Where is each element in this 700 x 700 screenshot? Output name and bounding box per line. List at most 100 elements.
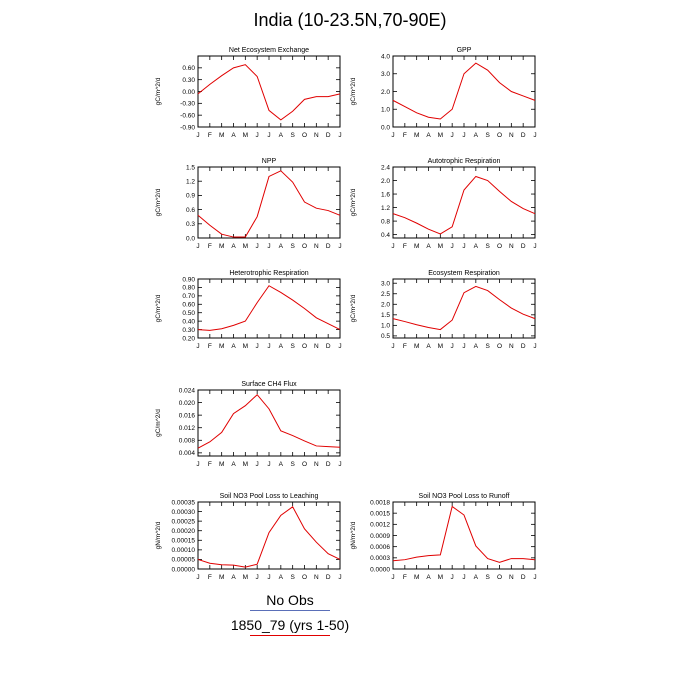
chart-title: NPP xyxy=(262,158,277,165)
y-tick-label: 1.0 xyxy=(381,107,390,114)
x-tick-label: M xyxy=(243,574,248,581)
y-tick-label: 0.00030 xyxy=(172,509,196,516)
chart-title: Ecosystem Respiration xyxy=(428,270,500,277)
y-axis-label: gC/m^2/d xyxy=(155,409,162,437)
x-tick-label: J xyxy=(196,461,199,468)
x-tick-label: N xyxy=(509,574,514,581)
x-tick-label: O xyxy=(497,243,502,250)
series-line-0 xyxy=(197,393,341,449)
x-tick-label: N xyxy=(314,243,319,250)
x-tick-label: M xyxy=(243,461,248,468)
series-line-0 xyxy=(392,285,536,331)
x-tick-label: J xyxy=(451,243,454,250)
x-tick-label: J xyxy=(196,243,199,250)
figure-title: India (10-23.5N,70-90E) xyxy=(253,10,447,30)
x-tick-label: J xyxy=(267,243,270,250)
x-tick-label: J xyxy=(533,574,536,581)
x-tick-label: J xyxy=(256,132,259,139)
chart-title: Heterotrophic Respiration xyxy=(229,270,308,277)
x-tick-label: A xyxy=(474,574,479,581)
x-tick-label: A xyxy=(231,574,236,581)
y-tick-label: 0.30 xyxy=(182,327,195,334)
y-tick-label: 0.0000 xyxy=(370,566,390,573)
x-tick-label: F xyxy=(208,243,212,250)
x-tick-label: J xyxy=(256,243,259,250)
x-tick-label: J xyxy=(196,574,199,581)
x-tick-label: J xyxy=(391,243,394,250)
x-tick-label: J xyxy=(338,243,341,250)
x-tick-label: J xyxy=(391,343,394,350)
x-tick-label: F xyxy=(208,132,212,139)
x-tick-label: J xyxy=(462,243,465,250)
y-tick-label: 0.008 xyxy=(179,438,196,445)
x-tick-label: M xyxy=(219,574,224,581)
plot-frame xyxy=(197,55,341,128)
x-tick-label: O xyxy=(497,574,502,581)
y-tick-label: 0.00005 xyxy=(172,557,196,564)
y-tick-label: 1.2 xyxy=(186,179,195,186)
y-tick-label: 0.90 xyxy=(182,276,195,283)
x-tick-label: D xyxy=(326,574,331,581)
y-tick-label: 0.00000 xyxy=(172,566,196,573)
x-tick-label: N xyxy=(509,243,514,250)
x-tick-label: S xyxy=(485,243,490,250)
y-axis-label: gN/m^2/d xyxy=(350,521,357,549)
x-tick-label: J xyxy=(256,461,259,468)
x-tick-label: J xyxy=(267,343,270,350)
x-tick-label: A xyxy=(279,343,284,350)
y-tick-label: 0.004 xyxy=(179,450,196,457)
x-tick-label: S xyxy=(290,343,295,350)
x-tick-label: D xyxy=(326,461,331,468)
y-tick-label: 0.00035 xyxy=(172,499,196,506)
x-tick-label: J xyxy=(338,132,341,139)
x-tick-label: M xyxy=(243,243,248,250)
x-tick-label: M xyxy=(438,343,443,350)
x-tick-label: A xyxy=(426,574,431,581)
x-tick-label: J xyxy=(267,574,270,581)
y-axis-label: gC/m^2/d xyxy=(350,294,357,322)
x-tick-label: J xyxy=(267,461,270,468)
x-tick-label: J xyxy=(462,132,465,139)
y-tick-label: 0.00025 xyxy=(172,518,196,525)
x-tick-label: M xyxy=(219,243,224,250)
y-tick-label: 0.4 xyxy=(381,232,390,239)
x-tick-label: S xyxy=(485,132,490,139)
legend-line-obs xyxy=(250,610,330,611)
x-tick-label: D xyxy=(521,574,526,581)
y-tick-label: 0.30 xyxy=(182,77,195,84)
x-tick-label: J xyxy=(451,574,454,581)
x-tick-label: S xyxy=(290,132,295,139)
y-tick-label: 0.020 xyxy=(179,400,196,407)
y-tick-label: 0.60 xyxy=(182,302,195,309)
series-line-0 xyxy=(392,175,536,235)
x-tick-label: J xyxy=(391,574,394,581)
y-tick-label: -0.90 xyxy=(180,124,195,131)
chart-title: Net Ecosystem Exchange xyxy=(229,47,309,54)
y-tick-label: 0.40 xyxy=(182,318,195,325)
y-tick-label: 0.60 xyxy=(182,65,195,72)
chart-panel-0: Net Ecosystem Exchange gC/m^2/d -0.90 -0.60… xyxy=(155,47,342,139)
x-tick-label: F xyxy=(403,574,407,581)
y-tick-label: 2.0 xyxy=(381,89,390,96)
y-tick-label: 0.0006 xyxy=(370,544,390,551)
x-tick-label: J xyxy=(533,343,536,350)
chart-panel-7: Soil NO3 Pool Loss to Leaching gN/m^2/d 0.… xyxy=(155,493,342,581)
y-tick-label: 0.00 xyxy=(182,89,195,96)
x-tick-label: M xyxy=(219,461,224,468)
legend-label-obs: No Obs xyxy=(266,592,314,608)
plot-frame xyxy=(392,278,536,339)
y-tick-label: 1.0 xyxy=(381,323,390,330)
chart-title: Surface CH4 Flux xyxy=(241,381,297,388)
series-line-0 xyxy=(197,285,341,331)
series-line-0 xyxy=(197,506,341,568)
y-tick-label: 0.3 xyxy=(186,221,195,228)
x-tick-label: N xyxy=(314,132,319,139)
y-tick-label: 0.00020 xyxy=(172,528,196,535)
x-tick-label: J xyxy=(338,461,341,468)
y-tick-label: -0.30 xyxy=(180,101,195,108)
x-tick-label: A xyxy=(474,243,479,250)
x-tick-label: M xyxy=(243,343,248,350)
y-tick-label: 1.5 xyxy=(381,312,390,319)
